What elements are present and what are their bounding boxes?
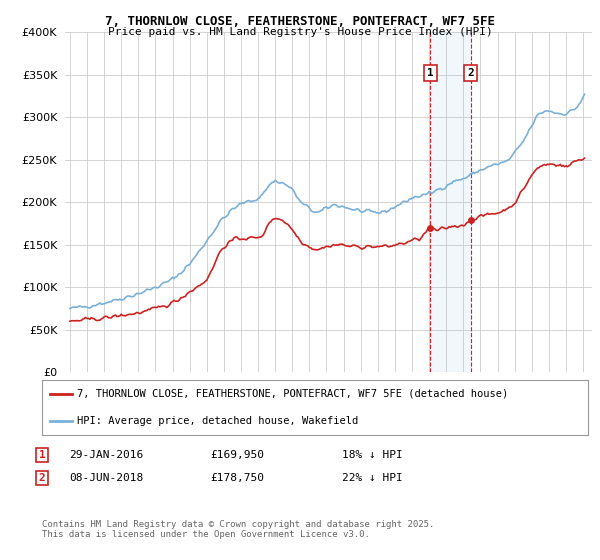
Text: 7, THORNLOW CLOSE, FEATHERSTONE, PONTEFRACT, WF7 5FE: 7, THORNLOW CLOSE, FEATHERSTONE, PONTEFR… xyxy=(105,15,495,27)
Text: 1: 1 xyxy=(38,450,46,460)
Text: 2: 2 xyxy=(38,473,46,483)
Text: 18% ↓ HPI: 18% ↓ HPI xyxy=(342,450,403,460)
Bar xyxy=(430,32,471,372)
Text: 22% ↓ HPI: 22% ↓ HPI xyxy=(342,473,403,483)
Text: 2: 2 xyxy=(467,68,474,78)
Text: 29-JAN-2016: 29-JAN-2016 xyxy=(69,450,143,460)
Text: 7, THORNLOW CLOSE, FEATHERSTONE, PONTEFRACT, WF7 5FE (detached house): 7, THORNLOW CLOSE, FEATHERSTONE, PONTEFR… xyxy=(77,389,509,399)
Text: Contains HM Land Registry data © Crown copyright and database right 2025.
This d: Contains HM Land Registry data © Crown c… xyxy=(42,520,434,539)
Text: Price paid vs. HM Land Registry's House Price Index (HPI): Price paid vs. HM Land Registry's House … xyxy=(107,27,493,37)
Text: £169,950: £169,950 xyxy=(210,450,264,460)
Text: 1: 1 xyxy=(427,68,434,78)
Text: HPI: Average price, detached house, Wakefield: HPI: Average price, detached house, Wake… xyxy=(77,416,359,426)
Text: £178,750: £178,750 xyxy=(210,473,264,483)
Text: 08-JUN-2018: 08-JUN-2018 xyxy=(69,473,143,483)
